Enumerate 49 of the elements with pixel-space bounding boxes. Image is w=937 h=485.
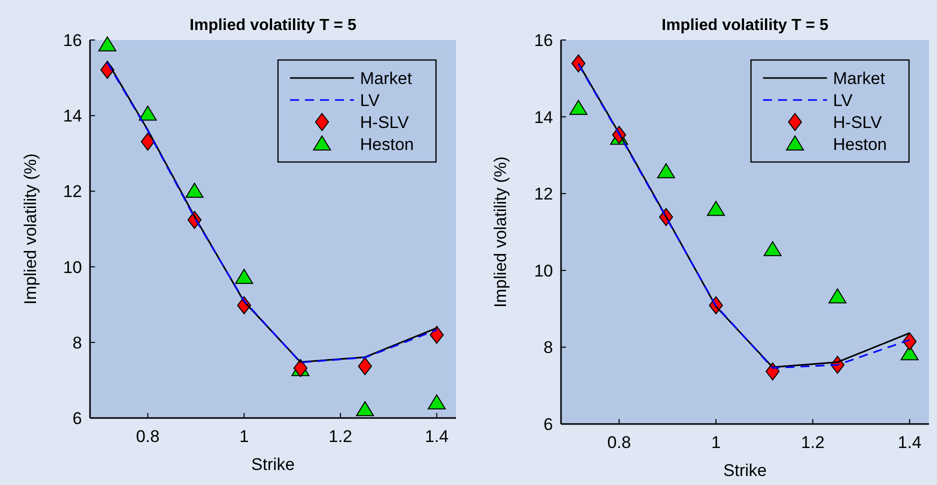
legend-label: Heston	[833, 135, 887, 154]
y-tick-label: 8	[72, 333, 82, 352]
x-tick-label: 0.8	[136, 427, 160, 446]
x-tick-label: 1	[711, 433, 721, 452]
y-tick-label: 16	[534, 31, 553, 50]
y-axis-title: Implied volatility (%)	[21, 153, 40, 305]
chart-title: Implied volatility T = 5	[190, 17, 356, 34]
y-tick-label: 10	[534, 261, 553, 280]
point	[235, 268, 254, 284]
y-tick-label: 10	[63, 258, 82, 277]
point	[358, 357, 372, 376]
legend-label: LV	[360, 91, 380, 110]
legend-label: Heston	[360, 135, 414, 154]
legend-label: Market	[360, 69, 412, 88]
y-tick-label: 14	[63, 106, 82, 126]
legend-label: H-SLV	[360, 113, 410, 132]
y-tick-label: 16	[63, 31, 82, 50]
point	[356, 401, 374, 416]
point	[430, 326, 444, 344]
y-tick-label: 12	[534, 184, 553, 204]
y-tick-label: 8	[544, 338, 553, 358]
x-axis-title: Strike	[723, 461, 767, 480]
y-tick-label: 6	[544, 415, 553, 434]
point	[706, 200, 725, 216]
legend-label: Market	[833, 69, 886, 88]
x-tick-label: 1.4	[898, 433, 922, 452]
x-axis-title: Strike	[251, 455, 295, 474]
x-tick-label: 1.4	[424, 427, 449, 446]
point	[186, 182, 204, 198]
point	[902, 332, 917, 350]
y-tick-label: 12	[63, 182, 82, 202]
y-axis-title: Implied volatility (%)	[491, 156, 510, 308]
point	[138, 106, 157, 121]
x-tick-label: 1	[239, 427, 249, 446]
point	[828, 288, 846, 304]
point	[764, 241, 782, 256]
legend-label: H-SLV	[833, 113, 882, 132]
x-tick-label: 0.8	[607, 433, 631, 452]
y-tick-label: 6	[72, 409, 82, 428]
y-tick-label: 14	[534, 108, 553, 127]
chart-title: Implied volatility T = 5	[662, 17, 828, 34]
legend-label: LV	[833, 91, 854, 110]
point	[98, 36, 116, 52]
point	[657, 163, 676, 178]
point	[428, 394, 446, 410]
x-tick-label: 1.2	[328, 427, 352, 446]
point	[569, 100, 588, 115]
point	[140, 132, 155, 151]
x-tick-label: 1.2	[800, 433, 825, 452]
